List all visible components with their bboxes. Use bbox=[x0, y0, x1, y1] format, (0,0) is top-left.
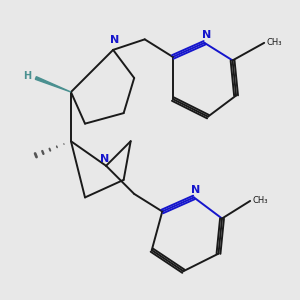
Text: H: H bbox=[23, 71, 32, 81]
Text: N: N bbox=[110, 35, 119, 45]
Text: CH₃: CH₃ bbox=[253, 196, 268, 206]
Polygon shape bbox=[35, 77, 71, 92]
Text: N: N bbox=[100, 154, 109, 164]
Text: CH₃: CH₃ bbox=[267, 38, 283, 47]
Text: N: N bbox=[202, 30, 211, 40]
Text: N: N bbox=[191, 184, 200, 195]
